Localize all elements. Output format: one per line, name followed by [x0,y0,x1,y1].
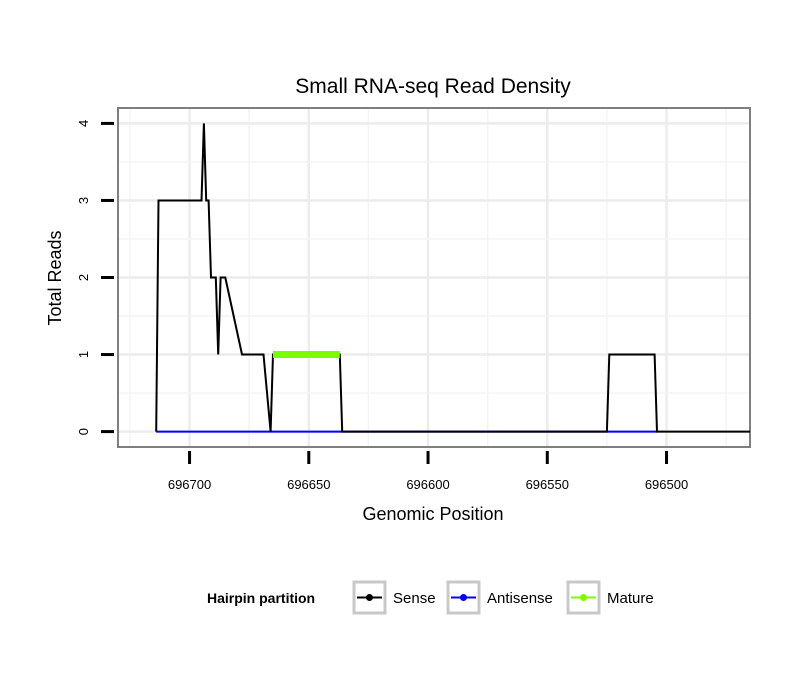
x-tick-label: 696550 [526,477,569,492]
y-axis: 0 1 2 3 4 [76,120,114,435]
y-tick-label: 2 [76,274,91,281]
y-axis-title: Total Reads [45,230,65,325]
y-tick-label: 4 [76,120,91,127]
legend-label-antisense: Antisense [487,590,553,607]
legend-key-point [366,594,373,601]
plot-panel-border [117,107,751,448]
legend-key-point [580,594,587,601]
x-tick-label: 696500 [645,477,688,492]
legend-label-mature: Mature [607,590,654,607]
x-tick-label: 696700 [168,477,211,492]
legend-title: Hairpin partition [207,590,315,606]
chart-title: Small RNA-seq Read Density [295,75,571,98]
series-layer [155,123,750,433]
legend-key-point [460,594,467,601]
legend-label-sense: Sense [393,590,436,607]
x-tick-label: 696650 [287,477,330,492]
series-line-sense [155,123,750,433]
x-axis: 696700 696650 696600 696550 696500 [168,451,688,492]
y-tick-label: 1 [76,351,91,358]
x-tick-label: 696600 [406,477,449,492]
y-tick-label: 3 [76,197,91,204]
y-tick-label: 0 [76,428,91,435]
x-axis-title: Genomic Position [362,504,503,524]
legend: Hairpin partition Sense Antisense Mature [207,580,654,615]
plot-grid [118,108,750,447]
